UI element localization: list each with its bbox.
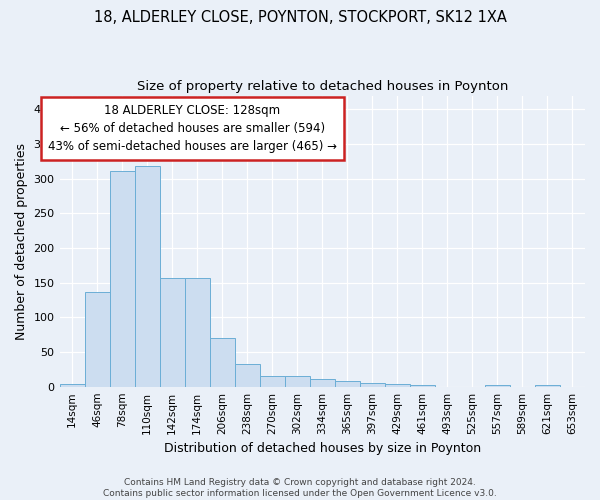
Bar (209, 338, 235, 386)
Bar (360, 383, 385, 386)
Bar (260, 376, 285, 386)
Bar (285, 376, 310, 386)
Bar (110, 171, 134, 386)
Bar (235, 364, 260, 386)
Bar (485, 384, 510, 386)
Text: 18 ALDERLEY CLOSE: 128sqm
← 56% of detached houses are smaller (594)
43% of semi: 18 ALDERLEY CLOSE: 128sqm ← 56% of detac… (47, 104, 337, 153)
Bar (335, 381, 360, 386)
Bar (85, 292, 110, 386)
X-axis label: Distribution of detached houses by size in Poynton: Distribution of detached houses by size … (164, 442, 481, 455)
Bar (59, 384, 85, 386)
Title: Size of property relative to detached houses in Poynton: Size of property relative to detached ho… (137, 80, 508, 93)
Text: Contains HM Land Registry data © Crown copyright and database right 2024.
Contai: Contains HM Land Registry data © Crown c… (103, 478, 497, 498)
Bar (160, 278, 185, 386)
Bar (310, 379, 335, 386)
Bar (385, 384, 410, 386)
Bar (185, 278, 209, 386)
Bar (134, 166, 160, 386)
Bar (410, 384, 435, 386)
Text: 18, ALDERLEY CLOSE, POYNTON, STOCKPORT, SK12 1XA: 18, ALDERLEY CLOSE, POYNTON, STOCKPORT, … (94, 10, 506, 25)
Y-axis label: Number of detached properties: Number of detached properties (15, 142, 28, 340)
